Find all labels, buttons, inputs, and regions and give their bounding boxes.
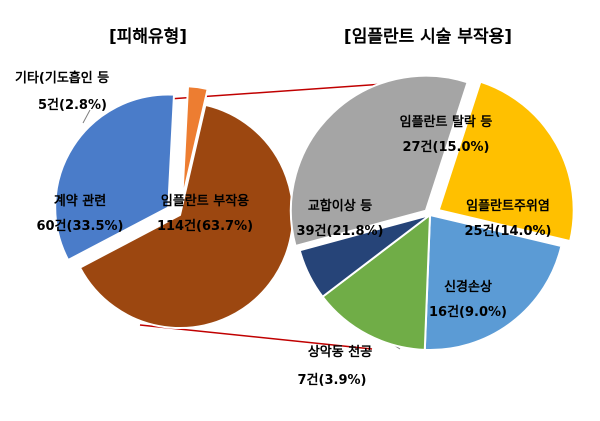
chart0-slice-1-value: 60건(33.5%) [36,218,123,234]
chart1-slice-2-value: 16건(9.0%) [429,304,507,320]
connector-line-top [139,81,414,102]
chart1-slice-2-label: 신경손상 [444,279,492,295]
left-chart-title: [피해유형] [109,26,187,47]
chart1-slice-1-label: 임플란트주위염 [466,198,550,214]
chart1-slice-1 [423,213,563,351]
chart1-slice-4-label: 교합이상 등 [308,198,372,214]
right-chart-title: [임플란트 시술 부작용] [344,26,512,47]
chart1-slice-4-value: 39건(21.8%) [296,223,383,239]
chart1-slice-0 [437,80,575,243]
chart0-slice-1-label: 계약 관련 [54,193,106,209]
chart1-slice-1-value: 25건(14.0%) [464,223,551,239]
chart1-slice-3-label: 7건(3.9%) [298,372,367,388]
chart0-leader-line [82,109,91,124]
chart1-slice-2 [321,212,432,351]
chart1-slice-0-value: 27건(15.0%) [402,139,489,155]
chart0-slice-0-label: 임플란트 부작용 [161,193,249,209]
chart1-slice-0-label: 임플란트 탈락 등 [400,115,493,130]
chart1-slice-3 [298,214,431,299]
chart1-slice-3-label: 상악동 천공 [308,344,372,360]
chart0-slice-2-label: 기타(기도흡인 등 [15,70,109,86]
chart0-slice-2-label: 5건(2.8%) [38,97,107,113]
chart0-slice-0 [78,103,294,329]
chart0-slice-0-value: 114건(63.7%) [157,218,253,234]
chart1-slice-4 [289,74,469,248]
chart0-slice-2 [181,85,209,200]
chart0-slice-1 [54,93,176,262]
